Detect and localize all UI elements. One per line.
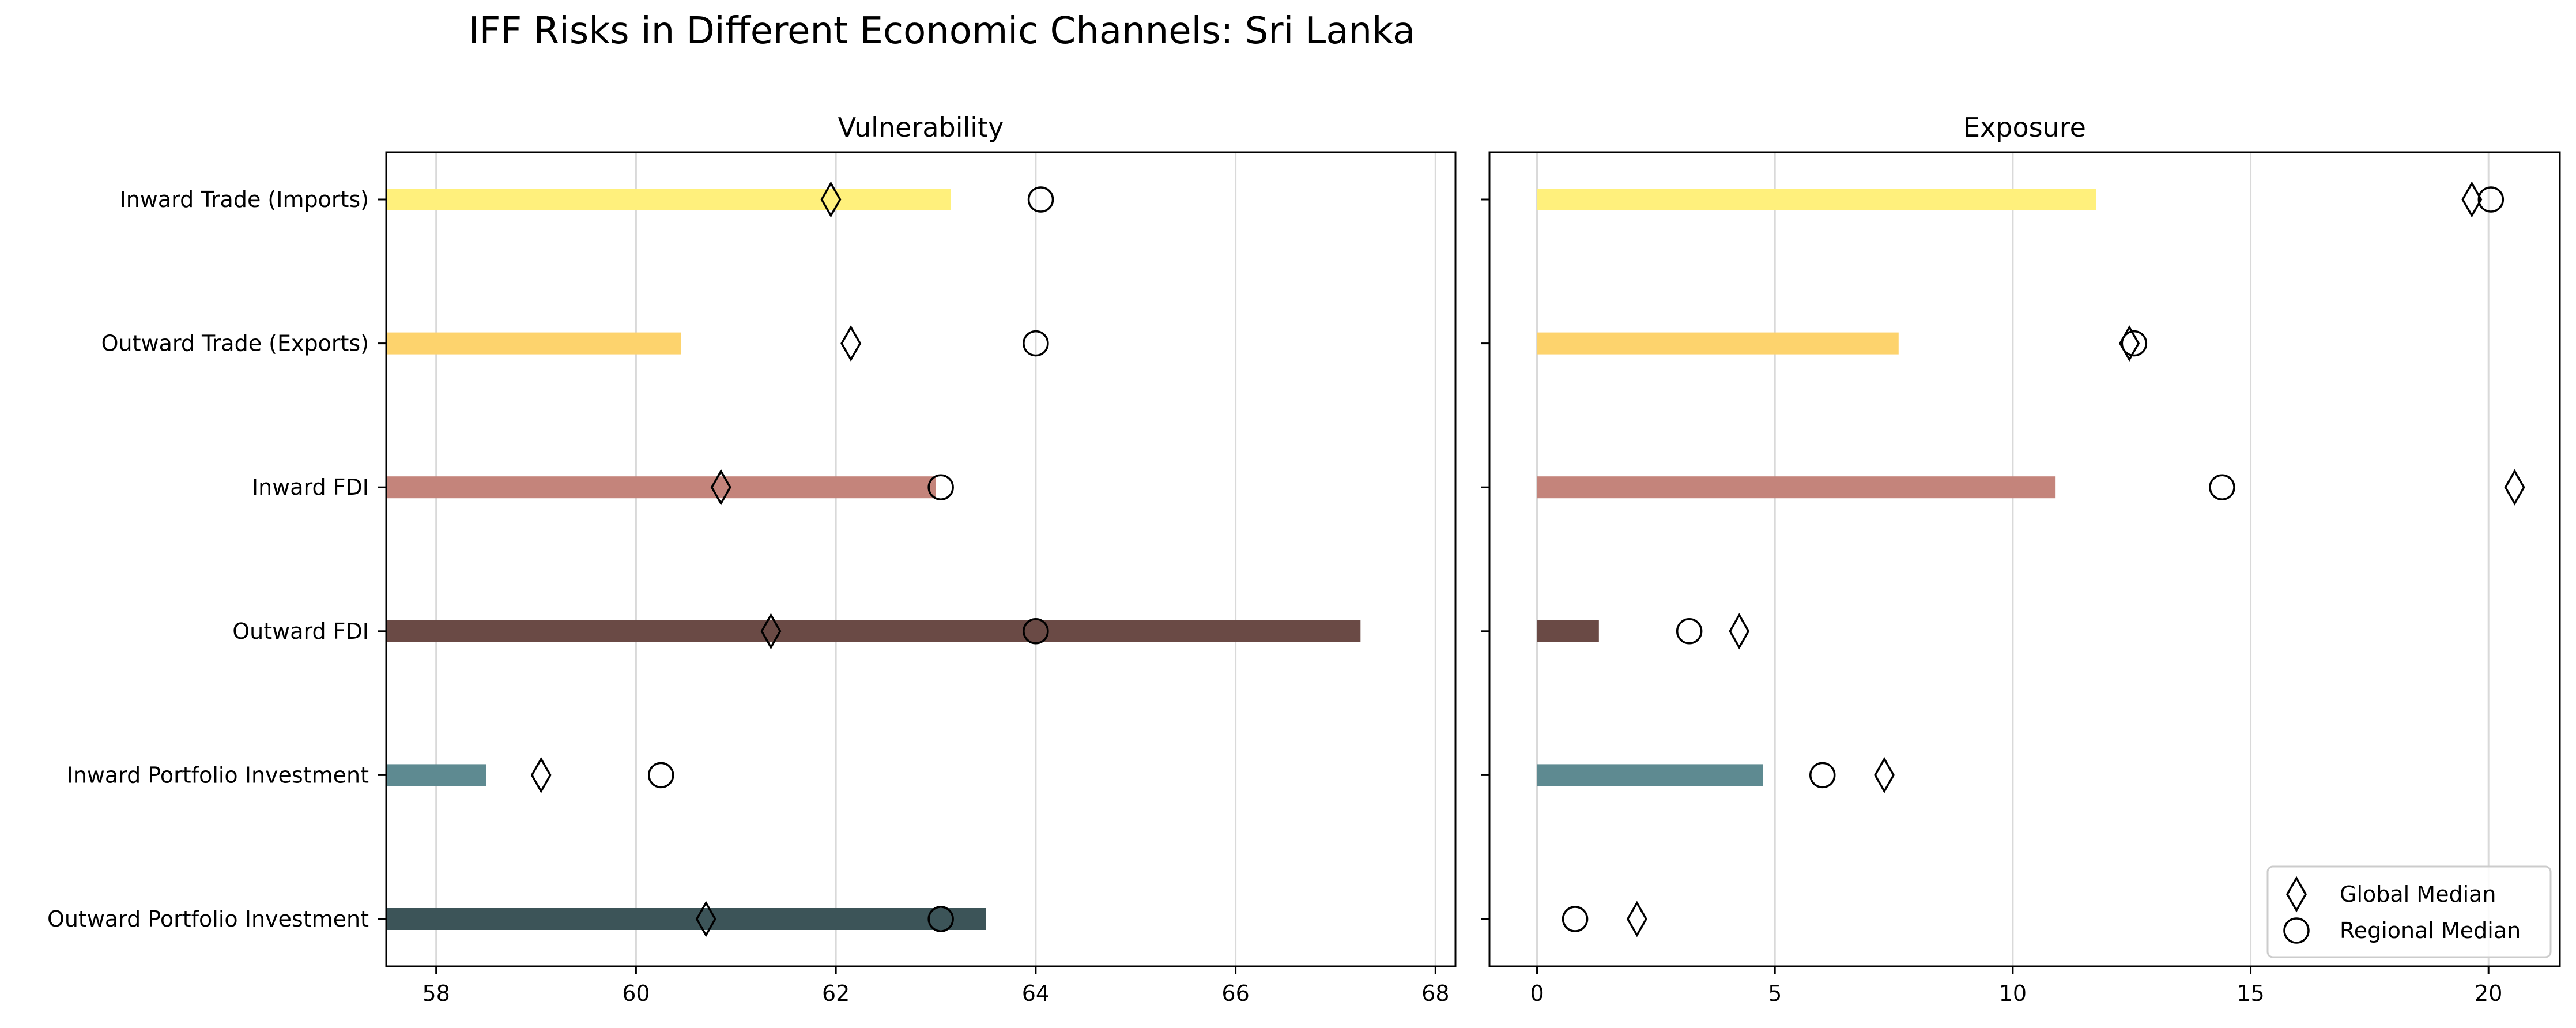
exposure-x-tick-label: 5: [1768, 981, 1782, 1006]
exposure-x-tick-label: 0: [1530, 981, 1544, 1006]
vulnerability-global-median-marker: [820, 181, 842, 218]
legend: Global Median Regional Median: [2266, 865, 2552, 958]
exposure-bar-inward-fdi: [1537, 476, 2056, 499]
vulnerability-panel-title: Vulnerability: [838, 112, 1004, 143]
exposure-x-tick-label: 20: [2475, 981, 2502, 1006]
vulnerability-axes-frame: [385, 151, 1457, 967]
legend-circle-marker: [2283, 917, 2310, 944]
vulnerability-bar-inward-portfolio-investment: [386, 764, 486, 786]
vulnerability-x-tick-label: 66: [1221, 981, 1249, 1006]
exposure-panel-title: Exposure: [1963, 112, 2086, 143]
vulnerability-global-median-marker: [840, 325, 862, 362]
legend-frame: [2266, 865, 2552, 958]
vulnerability-bar-outward-trade-exports: [386, 332, 681, 355]
vulnerability-x-tick-label: 62: [822, 981, 850, 1006]
vulnerability-bar-inward-trade-imports: [386, 189, 951, 210]
exposure-x-tick-label: 15: [2236, 981, 2264, 1006]
exposure-regional-median-marker: [2209, 474, 2235, 500]
vulnerability-x-tick-label: 60: [622, 981, 650, 1006]
y-tick-label-outward-trade-exports: Outward Trade (Exports): [101, 331, 369, 356]
y-tick-label-inward-portfolio-investment: Inward Portfolio Investment: [67, 762, 369, 788]
vulnerability-panel: Vulnerability 58 60 62 64 66 68 Inward Trade (I…: [47, 112, 1457, 1006]
chart-title: IFF Risks in Different Economic Channels…: [469, 10, 1416, 52]
exposure-global-median-marker: [1874, 756, 1895, 793]
vulnerability-global-median-marker: [760, 613, 782, 650]
vulnerability-regional-median-marker: [1027, 186, 1054, 213]
exposure-global-median-marker: [2461, 181, 2483, 218]
exposure-x-tick-label: 10: [1999, 981, 2027, 1006]
exposure-regional-median-marker: [2121, 330, 2148, 357]
exposure-bar-inward-portfolio-investment: [1537, 764, 1763, 786]
vulnerability-regional-median-marker: [927, 474, 954, 500]
exposure-global-median-marker: [1626, 901, 1647, 937]
exposure-bar-outward-fdi: [1537, 620, 1599, 642]
vulnerability-x-tick-label: 64: [1022, 981, 1050, 1006]
legend-diamond-marker: [2285, 876, 2307, 913]
vulnerability-global-median-marker: [695, 901, 716, 937]
legend-label-regional-median: Regional Median: [2340, 918, 2521, 943]
exposure-regional-median-marker: [2477, 186, 2505, 213]
y-tick-label-outward-fdi: Outward FDI: [232, 619, 369, 644]
vulnerability-regional-median-marker: [648, 762, 674, 789]
exposure-regional-median-marker: [1809, 762, 1836, 789]
exposure-regional-median-marker: [1676, 618, 1703, 645]
legend-label-global-median: Global Median: [2340, 882, 2496, 907]
vulnerability-regional-median-marker: [1023, 618, 1049, 645]
vulnerability-bar-outward-portfolio-investment: [386, 908, 986, 930]
vulnerability-global-median-marker: [710, 469, 731, 506]
vulnerability-bar-outward-fdi: [386, 620, 1361, 642]
y-tick-label-inward-trade-imports: Inward Trade (Imports): [120, 187, 369, 212]
vulnerability-regional-median-marker: [1023, 330, 1049, 357]
exposure-bar-inward-trade-imports: [1537, 189, 2096, 210]
y-tick-label-outward-portfolio-investment: Outward Portfolio Investment: [47, 906, 369, 932]
vulnerability-global-median-marker: [530, 756, 552, 793]
exposure-axes-frame: [1488, 151, 2561, 967]
vulnerability-regional-median-marker: [927, 906, 954, 932]
vulnerability-x-tick-label: 58: [423, 981, 450, 1006]
y-tick-label-inward-fdi: Inward FDI: [252, 475, 369, 500]
exposure-global-median-marker: [1729, 613, 1750, 650]
exposure-global-median-marker: [2504, 469, 2525, 506]
vulnerability-x-tick-label: 68: [1421, 981, 1449, 1006]
exposure-bar-outward-trade-exports: [1537, 332, 1899, 355]
vulnerability-bar-inward-fdi: [386, 476, 936, 499]
exposure-panel: Exposure 0 5 10 15 20: [1481, 112, 2561, 1006]
exposure-regional-median-marker: [1562, 906, 1589, 932]
